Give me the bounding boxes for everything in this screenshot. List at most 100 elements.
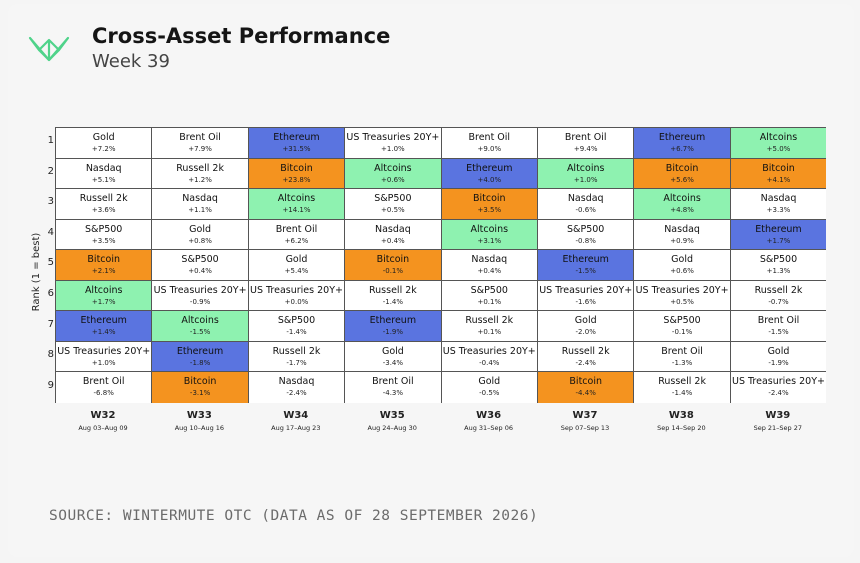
week-date-range: Aug 31–Sep 06 bbox=[464, 424, 514, 432]
table-cell: US Treasuries 20Y+ +1.0% bbox=[345, 128, 442, 159]
table-cell: S&P500 +0.5% bbox=[345, 189, 442, 220]
table-cell: Nasdaq +0.9% bbox=[634, 219, 731, 251]
table-cell: Russell 2k -1.4% bbox=[634, 372, 731, 403]
asset-name: US Treasuries 20Y+ bbox=[250, 284, 343, 296]
performance-table: Gold +7.2% Nasdaq +5.1% Russell 2k +3.6% S&P50… bbox=[55, 127, 827, 403]
asset-name: Russell 2k bbox=[658, 376, 706, 388]
week-label: W38 bbox=[668, 410, 694, 421]
asset-name: Bitcoin bbox=[183, 376, 217, 388]
table-cell: S&P500 -0.8% bbox=[538, 219, 635, 251]
table-cell: Altcoins -1.5% bbox=[152, 311, 249, 342]
table-cell: Altcoins +5.0% bbox=[730, 128, 827, 159]
week-date-range: Sep 21–Sep 27 bbox=[753, 424, 803, 432]
asset-change: +0.4% bbox=[477, 267, 502, 276]
asset-name: Russell 2k bbox=[272, 345, 321, 357]
asset-name: Brent Oil bbox=[275, 223, 318, 235]
table-cell: Altcoins +4.8% bbox=[634, 189, 731, 220]
asset-change: +4.8% bbox=[670, 206, 694, 215]
asset-name: Brent Oil bbox=[82, 376, 125, 388]
asset-change: -2.4% bbox=[768, 389, 789, 398]
asset-name: Russell 2k bbox=[79, 193, 128, 205]
asset-change: -1.4% bbox=[382, 297, 404, 306]
table-cell: S&P500 +0.4% bbox=[152, 250, 249, 281]
table-cell: Ethereum +4.0% bbox=[441, 158, 538, 190]
table-cell: Ethereum -1.5% bbox=[538, 250, 635, 281]
asset-name: Gold bbox=[92, 132, 115, 143]
table-cell: Brent Oil -1.3% bbox=[634, 341, 731, 373]
asset-change: -0.4% bbox=[479, 358, 500, 367]
asset-name: Gold bbox=[381, 345, 404, 357]
table-cell: Brent Oil +6.2% bbox=[248, 219, 346, 251]
asset-change: +3.5% bbox=[477, 206, 502, 215]
asset-name: Altcoins bbox=[277, 193, 316, 205]
table-cell: Gold -2.0% bbox=[538, 311, 635, 342]
table-cell: Nasdaq +5.1% bbox=[56, 158, 153, 190]
asset-name: Ethereum bbox=[80, 315, 127, 327]
asset-name: S&P500 bbox=[470, 284, 508, 296]
table-cell: Brent Oil +9.0% bbox=[441, 128, 538, 159]
asset-change: -0.6% bbox=[575, 206, 596, 215]
asset-change: -1.4% bbox=[286, 328, 307, 337]
asset-name: Nasdaq bbox=[278, 376, 315, 388]
asset-name: Nasdaq bbox=[664, 223, 700, 235]
asset-change: -1.9% bbox=[382, 328, 404, 337]
week-label: W37 bbox=[572, 410, 598, 421]
table-cell: Gold +0.6% bbox=[634, 250, 731, 281]
table-cell: Brent Oil -4.3% bbox=[345, 372, 442, 403]
week-label: W39 bbox=[765, 410, 791, 421]
asset-change: +5.4% bbox=[284, 267, 309, 276]
asset-name: Nasdaq bbox=[85, 162, 122, 174]
table-cell: Ethereum +6.7% bbox=[634, 128, 731, 159]
table-cell: US Treasuries 20Y+ +0.5% bbox=[634, 280, 731, 312]
asset-change: +0.6% bbox=[381, 175, 405, 184]
asset-name: Russell 2k bbox=[176, 162, 224, 174]
asset-name: Russell 2k bbox=[368, 284, 417, 296]
asset-name: S&P500 bbox=[567, 223, 605, 235]
asset-name: Brent Oil bbox=[661, 345, 703, 357]
table-cell: S&P500 -0.1% bbox=[634, 311, 731, 342]
asset-change: -3.1% bbox=[189, 389, 211, 398]
table-cell: Nasdaq -0.6% bbox=[538, 189, 635, 220]
table-cell: US Treasuries 20Y+ -0.9% bbox=[152, 280, 249, 312]
week-date-range: Sep 07–Sep 13 bbox=[560, 424, 610, 432]
page-title: Cross-Asset Performance bbox=[92, 24, 391, 48]
asset-change: +6.2% bbox=[284, 236, 309, 245]
table-cell: Bitcoin +2.1% bbox=[56, 250, 153, 281]
rank-label: 7 bbox=[47, 318, 54, 330]
asset-change: -0.8% bbox=[575, 236, 596, 245]
asset-name: US Treasuries 20Y+ bbox=[153, 284, 247, 296]
asset-name: Altcoins bbox=[759, 132, 798, 143]
week-date-range: Aug 10–Aug 16 bbox=[174, 424, 225, 432]
rank-label: 2 bbox=[47, 165, 54, 177]
asset-name: Gold bbox=[478, 376, 501, 388]
table-cell: Russell 2k -1.4% bbox=[345, 280, 442, 312]
asset-name: Russell 2k bbox=[561, 345, 610, 357]
asset-change: +1.0% bbox=[381, 145, 405, 153]
table-cell: Russell 2k -0.7% bbox=[730, 280, 827, 312]
asset-name: S&P500 bbox=[663, 315, 701, 327]
table-cell: Bitcoin +5.6% bbox=[634, 158, 731, 190]
asset-change: -0.1% bbox=[382, 267, 404, 276]
asset-name: Bitcoin bbox=[87, 254, 120, 266]
asset-name: Gold bbox=[574, 315, 597, 327]
asset-name: Bitcoin bbox=[280, 162, 313, 174]
table-cell: Ethereum -1.8% bbox=[152, 341, 249, 373]
asset-change: +5.6% bbox=[670, 175, 694, 184]
table-cell: Ethereum +1.7% bbox=[730, 219, 827, 251]
table-cell: S&P500 +1.3% bbox=[730, 250, 827, 281]
asset-change: +0.9% bbox=[670, 236, 694, 245]
asset-change: +0.4% bbox=[381, 236, 405, 245]
asset-name: US Treasuries 20Y+ bbox=[442, 345, 536, 357]
table-cell: Bitcoin -0.1% bbox=[345, 250, 442, 281]
asset-name: Bitcoin bbox=[376, 254, 410, 266]
rank-label: 4 bbox=[47, 226, 54, 238]
asset-change: -4.4% bbox=[575, 389, 596, 398]
table-cell: Bitcoin +3.5% bbox=[441, 189, 538, 220]
table-cell: Gold +0.8% bbox=[152, 219, 249, 251]
asset-name: Ethereum bbox=[176, 345, 224, 357]
asset-change: -0.5% bbox=[479, 389, 500, 398]
asset-name: Altcoins bbox=[84, 284, 123, 296]
table-cell: Russell 2k +0.1% bbox=[441, 311, 538, 342]
table-cell: Bitcoin +4.1% bbox=[730, 158, 827, 190]
table-cell: Bitcoin +23.8% bbox=[248, 158, 346, 190]
